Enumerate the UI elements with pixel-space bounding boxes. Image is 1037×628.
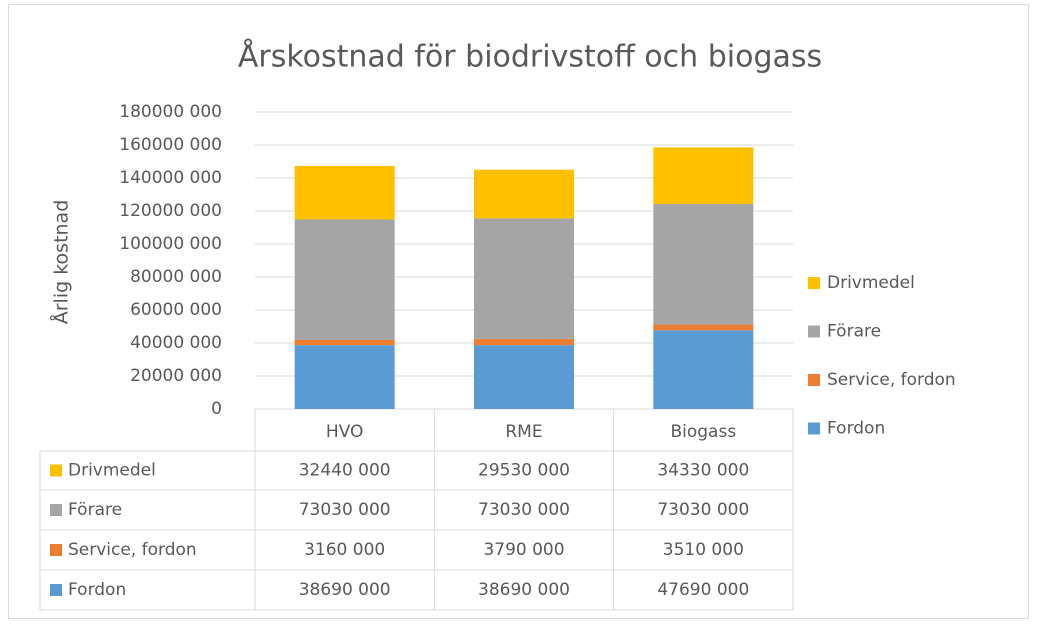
table-cell: 73030 000	[478, 500, 570, 520]
y-tick-label: 40000 000	[130, 333, 222, 353]
legend-key	[808, 325, 820, 338]
y-tick-label: 0	[211, 399, 222, 419]
x-tick-label: HVO	[326, 422, 364, 442]
legend-label: Service, fordon	[827, 370, 956, 390]
bar-segment	[653, 330, 754, 409]
y-tick-label: 60000 000	[130, 300, 222, 320]
y-axis-title: Årlig kostnad	[50, 200, 73, 325]
table-row-label: Förare	[68, 500, 122, 520]
y-tick-label: 140000 000	[119, 168, 222, 188]
bar-segment	[294, 165, 395, 220]
bar-segment	[294, 339, 395, 346]
table-row-label: Service, fordon	[68, 540, 197, 560]
table-cell: 32440 000	[299, 461, 391, 481]
table-cell: 3160 000	[304, 540, 385, 560]
bar-segment	[653, 204, 754, 325]
bar-segment	[474, 218, 574, 339]
table-row-label: Fordon	[68, 580, 126, 600]
legend-key	[808, 422, 820, 435]
bar-segment	[294, 345, 395, 409]
bar-segment	[294, 219, 395, 340]
y-tick-label: 180000 000	[119, 102, 222, 122]
y-tick-label: 100000 000	[119, 234, 222, 254]
table-row-label: Drivmedel	[68, 461, 156, 481]
table-cell: 47690 000	[657, 580, 749, 600]
legend-label: Fordon	[827, 419, 885, 439]
table-legend-key	[50, 464, 62, 477]
x-tick-label: RME	[505, 422, 542, 442]
legend-label: Drivmedel	[827, 273, 915, 293]
table-cell: 73030 000	[657, 500, 749, 520]
bar-segment	[474, 345, 574, 409]
table-legend-key	[50, 584, 62, 596]
table-cell: 73030 000	[299, 500, 391, 520]
table-cell: 29530 000	[478, 461, 570, 481]
y-tick-label: 160000 000	[119, 135, 222, 155]
bar-segment	[474, 338, 574, 346]
table-cell: 38690 000	[299, 580, 391, 600]
table-cell: 3790 000	[483, 540, 564, 560]
bar-segment	[474, 169, 574, 219]
y-tick-label: 120000 000	[119, 201, 222, 221]
y-tick-label: 20000 000	[130, 366, 222, 386]
table-cell: 34330 000	[657, 461, 749, 481]
bar-segment	[653, 147, 754, 205]
x-tick-label: Biogass	[670, 422, 736, 442]
table-cell: 3510 000	[663, 540, 744, 560]
y-tick-label: 80000 000	[130, 267, 222, 287]
legend-key	[808, 277, 820, 289]
bar-segment	[653, 324, 754, 331]
chart-title: Årskostnad för biodrivstoff och biogass	[238, 39, 822, 75]
table-cell: 38690 000	[478, 580, 570, 600]
legend-key	[808, 374, 820, 386]
table-legend-key	[50, 504, 62, 516]
legend-label: Förare	[827, 322, 881, 342]
table-legend-key	[50, 544, 62, 556]
